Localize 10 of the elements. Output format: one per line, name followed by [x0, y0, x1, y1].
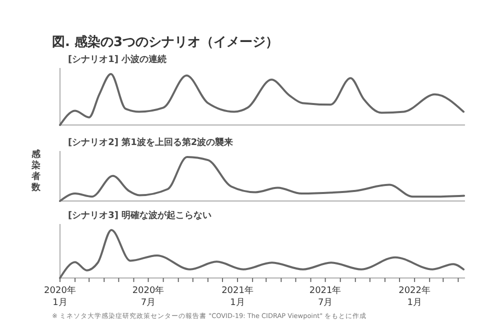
x-tick-label: 2021年 1月: [222, 285, 254, 308]
chart-subtitle: [シナリオ2] 第1波を上回る第2波の襲来: [68, 137, 234, 148]
x-tick-label: 2020年 1月: [44, 285, 76, 308]
y-axis-title: 感染者数: [30, 149, 42, 193]
x-tick-label: 2020年 7月: [132, 285, 164, 308]
chart-subtitle: [シナリオ3] 明確な波が起こらない: [68, 210, 212, 221]
chart-subtitle: [シナリオ1] 小波の連続: [68, 54, 167, 65]
chart-title: 図. 感染の3つのシナリオ（イメージ）: [52, 34, 279, 50]
x-tick-label: 2021年 7月: [309, 285, 342, 308]
x-tick-label: 2022年 1月: [398, 285, 431, 308]
